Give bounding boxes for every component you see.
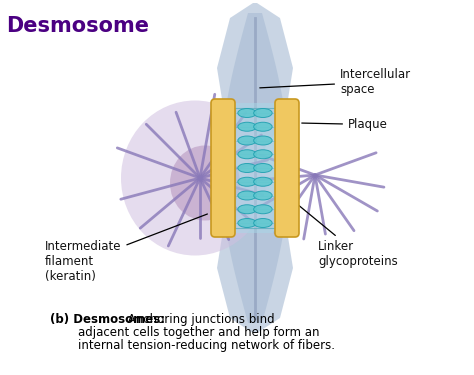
Ellipse shape [238,205,256,214]
Ellipse shape [254,150,272,159]
Ellipse shape [254,191,272,200]
Ellipse shape [238,191,256,200]
Text: Intermediate
filament
(keratin): Intermediate filament (keratin) [45,214,208,283]
Ellipse shape [238,164,256,172]
FancyBboxPatch shape [231,103,279,233]
Ellipse shape [254,177,272,186]
Ellipse shape [238,122,256,131]
Ellipse shape [238,136,256,145]
Text: internal tension-reducing network of fibers.: internal tension-reducing network of fib… [78,339,335,352]
Text: adjacent cells together and help form an: adjacent cells together and help form an [78,326,319,339]
Ellipse shape [238,177,256,186]
Text: Intercellular
space: Intercellular space [260,68,411,96]
Ellipse shape [170,146,240,220]
Text: (b) Desmosomes:: (b) Desmosomes: [50,313,165,326]
Ellipse shape [121,100,269,255]
Text: Anchoring junctions bind: Anchoring junctions bind [124,313,274,326]
Ellipse shape [254,136,272,145]
Ellipse shape [254,122,272,131]
Text: Desmosome: Desmosome [6,16,149,36]
Text: Linker
glycoproteins: Linker glycoproteins [279,189,398,268]
Ellipse shape [254,205,272,214]
FancyBboxPatch shape [275,99,299,237]
Ellipse shape [238,150,256,159]
Ellipse shape [254,219,272,228]
Polygon shape [217,3,293,333]
Ellipse shape [254,164,272,172]
Polygon shape [221,13,289,323]
Ellipse shape [238,108,256,117]
FancyBboxPatch shape [211,99,235,237]
Text: Plaque: Plaque [302,118,388,131]
Ellipse shape [238,219,256,228]
Ellipse shape [254,108,272,117]
